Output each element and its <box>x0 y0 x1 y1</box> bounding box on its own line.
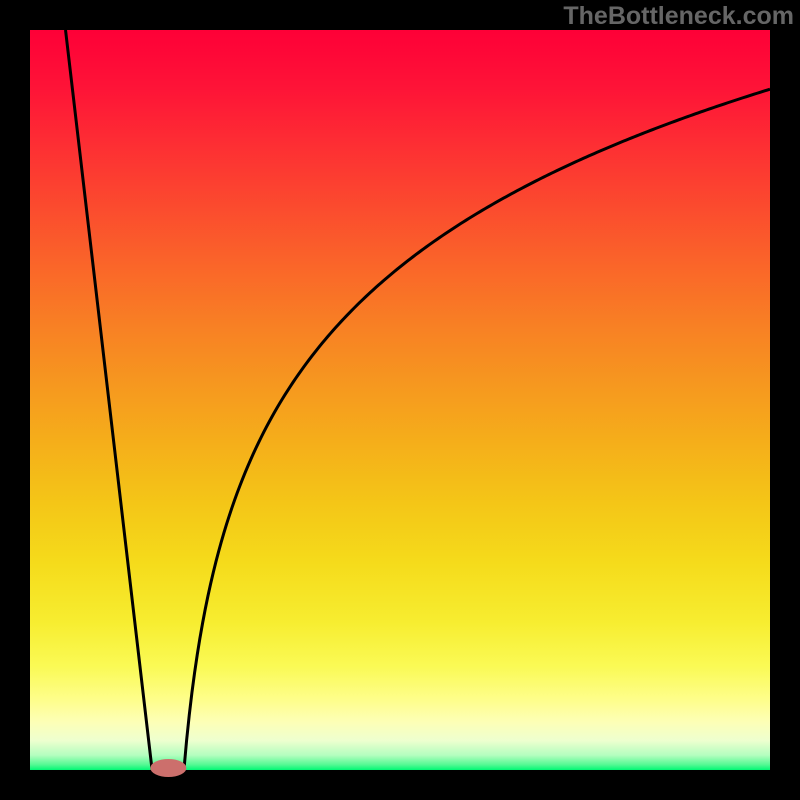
chart-container: TheBottleneck.com <box>0 0 800 800</box>
watermark-text: TheBottleneck.com <box>563 2 794 31</box>
bottleneck-marker <box>150 759 186 777</box>
chart-svg <box>0 0 800 800</box>
gradient-background <box>30 30 770 770</box>
